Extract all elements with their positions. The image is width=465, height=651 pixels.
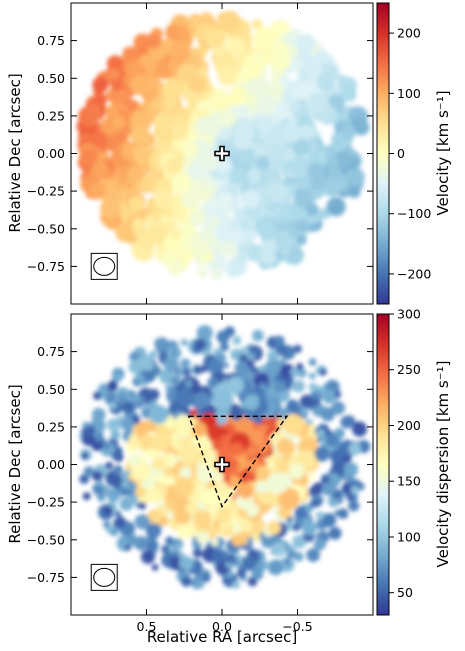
x-tick-label: −0.5 (282, 619, 312, 634)
y-tick-label: 0.25 (37, 108, 65, 123)
velocity-colorbar (376, 2, 390, 305)
y-tick-label: −0.50 (27, 532, 65, 547)
y-tick-label: 0.75 (37, 344, 65, 359)
panel-velocity-ticks: 0.75 0.50 0.25 0.00 −0.25 −0.50 −0.75 (27, 3, 373, 304)
y-tick-label: 0.00 (37, 146, 65, 161)
colorbar-tick-label: 150 (397, 474, 421, 489)
dispersion-colorbar (376, 313, 390, 616)
panel-dispersion-ticks: 0.5 0.0 −0.5 0.75 0.50 0.25 0.00 −0.25 −0.50 −0.7… (27, 314, 373, 634)
x-tick-label: 0.5 (137, 619, 157, 634)
y-tick-label: −0.25 (27, 184, 65, 199)
colorbar-tick-label: 100 (397, 530, 421, 545)
colorbar-tick-label: −100 (397, 206, 431, 221)
panel-dispersion-ylabel: Relative Dec [arcsec] (6, 384, 24, 543)
colorbar-tick-label: 0 (397, 146, 405, 161)
panel-dispersion-overlay (90, 415, 289, 591)
colorbar-tick-label: −200 (397, 266, 431, 281)
y-tick-label: −0.75 (27, 259, 65, 274)
dispersion-map (78, 325, 371, 589)
colorbar-tick-label: 200 (397, 26, 421, 41)
beam-ellipse (93, 567, 116, 587)
y-tick-label: −0.75 (27, 570, 65, 585)
panel-velocity-overlay (90, 145, 230, 280)
velocity-colorbar-label: Velocity [km s⁻¹] (434, 90, 452, 215)
dispersion-colorbar-ticks: 300 250 200 150 100 50 (389, 307, 421, 600)
y-tick-label: 0.25 (37, 419, 65, 434)
beam-ellipse (93, 256, 116, 276)
center-cross-marker (214, 145, 230, 162)
y-tick-label: 0.50 (37, 382, 65, 397)
x-tick-label: 0.0 (212, 619, 232, 634)
colorbar-tick-label: 100 (397, 86, 421, 101)
y-tick-label: 0.75 (37, 33, 65, 48)
y-tick-label: −0.25 (27, 495, 65, 510)
y-tick-label: 0.00 (37, 457, 65, 472)
colorbar-tick-label: 200 (397, 418, 421, 433)
y-tick-label: 0.50 (37, 71, 65, 86)
colorbar-tick-label: 300 (397, 307, 421, 322)
panel-dispersion-xlabel: Relative RA [arcsec] (147, 628, 297, 646)
dispersion-colorbar-label: Velocity dispersion [km s⁻¹] (434, 361, 452, 568)
colorbar-tick-label: 250 (397, 362, 421, 377)
dashed-triangle-region (187, 415, 289, 509)
velocity-colorbar-ticks: 200 100 0 −100 −200 (389, 26, 431, 281)
panel-velocity: 0.75 0.50 0.25 0.00 −0.25 −0.50 −0.75 Relative… (6, 2, 452, 305)
velocity-map (76, 10, 370, 280)
panel-dispersion: 0.5 0.0 −0.5 0.75 0.50 0.25 0.00 −0.25 −0.50 −0.7… (6, 307, 452, 647)
y-tick-label: −0.50 (27, 221, 65, 236)
center-cross-marker (214, 456, 230, 473)
colorbar-tick-label: 50 (397, 585, 413, 600)
panel-velocity-ylabel: Relative Dec [arcsec] (6, 73, 24, 232)
